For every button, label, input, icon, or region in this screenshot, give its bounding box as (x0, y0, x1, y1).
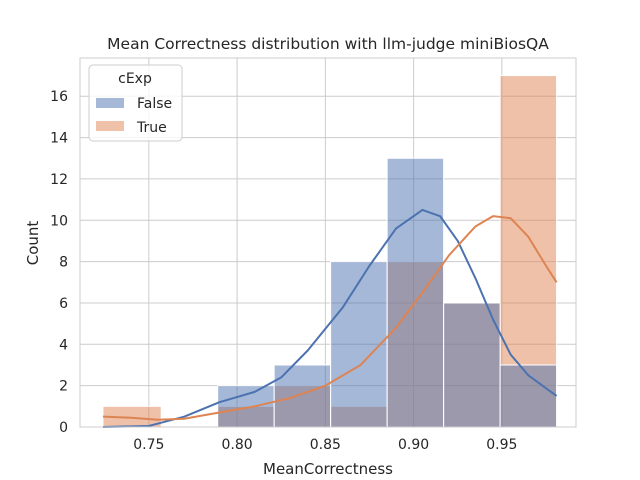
y-tick-label: 16 (50, 89, 68, 105)
x-tick-label: 0.90 (398, 437, 429, 453)
legend-label-true: True (136, 120, 167, 136)
legend-swatch-true (96, 121, 124, 131)
bar-false (273, 364, 332, 428)
y-tick-label: 2 (59, 379, 68, 395)
legend-label-false: False (137, 96, 172, 112)
bar-false (443, 302, 501, 428)
y-tick-label: 10 (50, 213, 68, 229)
bar-false (217, 385, 275, 428)
bar-false (330, 261, 388, 428)
y-tick-label: 4 (59, 337, 68, 353)
plot-frame (79, 57, 577, 428)
legend-title: cExp (118, 71, 152, 87)
grid-lines (80, 58, 576, 428)
kde-line-false (102, 208, 558, 428)
y-tick-label: 8 (59, 255, 68, 271)
x-axis-ticks: 0.75 0.80 0.85 0.90 0.95 (133, 437, 517, 453)
x-tick-label: 0.75 (133, 437, 164, 453)
bars-false-series (217, 157, 558, 428)
y-axis-ticks: 0 2 4 6 8 10 12 14 16 (50, 89, 68, 436)
x-tick-label: 0.95 (486, 437, 517, 453)
y-tick-label: 0 (59, 420, 68, 436)
legend-swatch-false (96, 98, 124, 108)
bar-false (386, 157, 445, 428)
y-tick-label: 6 (59, 296, 68, 312)
x-tick-label: 0.85 (310, 437, 341, 453)
y-tick-label: 12 (50, 172, 68, 188)
legend: cExp False True (88, 64, 183, 142)
chart-title: Mean Correctness distribution with llm-j… (107, 35, 549, 53)
y-axis-label: Count (24, 221, 42, 266)
kde-line-true (102, 215, 558, 421)
x-tick-label: 0.80 (222, 437, 253, 453)
y-tick-label: 14 (50, 131, 68, 147)
kde-curves (102, 208, 558, 428)
x-axis-label: MeanCorrectness (263, 460, 393, 478)
